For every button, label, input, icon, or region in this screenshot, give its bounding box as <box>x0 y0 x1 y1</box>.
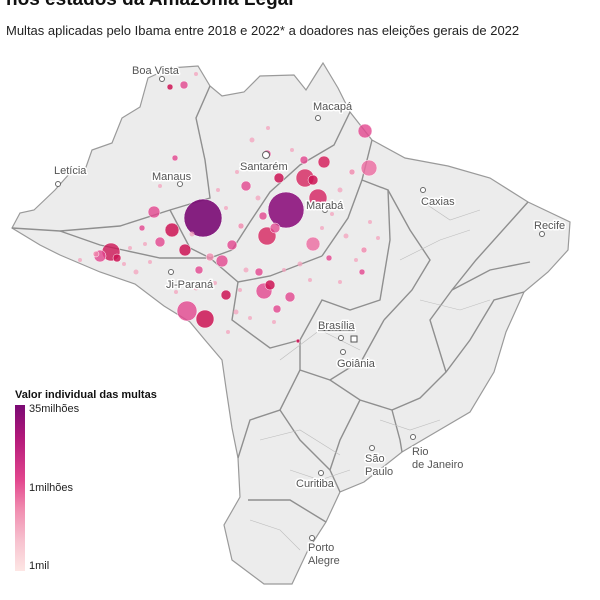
city-label-brasilia: Brasília <box>318 320 356 332</box>
fine-bubble <box>179 244 191 256</box>
fine-bubble <box>318 156 330 168</box>
city-label-porto-alegre: Porto Alegre <box>308 542 340 567</box>
city-label-curitiba: Curitiba <box>296 478 335 490</box>
city-label-manaus: Manaus <box>152 171 192 183</box>
fine-bubble <box>195 266 203 274</box>
fine-bubble <box>227 240 237 250</box>
legend-title: Valor individual das multas <box>15 389 157 401</box>
legend-min-label: 1mil <box>29 560 49 572</box>
fine-bubble <box>184 199 222 237</box>
city-label-santarem: Santarém <box>240 161 288 173</box>
city-label-leticia: Letícia <box>54 165 87 177</box>
legend-max-label: 35milhões <box>29 403 79 415</box>
fine-bubble <box>296 339 300 343</box>
fine-bubble <box>255 268 263 276</box>
fine-bubble <box>265 280 275 290</box>
fine-bubble <box>361 160 377 176</box>
city-label-maraba: Marabá <box>306 200 344 212</box>
fine-bubble <box>361 247 367 253</box>
fine-bubble <box>139 225 145 231</box>
fine-bubble <box>165 223 179 237</box>
city-label-boa-vista: Boa Vista <box>132 65 180 77</box>
fine-bubble <box>285 292 295 302</box>
brazil-outline <box>12 63 570 584</box>
city-label-caxias: Caxias <box>421 196 455 208</box>
legend-mid-label: 1milhões <box>29 482 73 494</box>
fine-bubble <box>206 253 214 261</box>
fine-bubble <box>306 237 320 251</box>
fine-bubble <box>274 173 284 183</box>
fine-bubble <box>308 175 318 185</box>
fine-bubble <box>148 206 160 218</box>
city-label-recife: Recife <box>534 220 565 232</box>
fine-bubble <box>167 84 173 90</box>
fine-bubble <box>238 223 244 229</box>
fine-bubble <box>172 155 178 161</box>
city-label-macapa: Macapá <box>313 101 353 113</box>
fine-bubble <box>326 255 332 261</box>
fine-bubble <box>268 192 304 228</box>
city-label-ji-parana: Ji-Paraná <box>166 279 214 291</box>
fine-bubble <box>241 181 251 191</box>
fine-bubble <box>273 305 281 313</box>
fine-bubble <box>359 269 365 275</box>
fine-bubble <box>196 310 214 328</box>
fine-bubble <box>93 251 99 257</box>
fine-bubble <box>216 255 228 267</box>
fine-bubble <box>155 237 165 247</box>
fine-bubble <box>177 301 197 321</box>
fine-bubble <box>349 169 355 175</box>
fine-bubble <box>358 124 372 138</box>
city-label-rio-de-janeiro: Rio de Janeiro <box>412 446 463 471</box>
city-label-goiania: Goiânia <box>337 358 376 370</box>
fine-bubble <box>300 156 308 164</box>
capital-marker <box>351 336 357 342</box>
fine-bubble <box>180 81 188 89</box>
legend-color-scale <box>15 405 25 571</box>
fine-bubble <box>113 254 121 262</box>
fine-bubble <box>259 212 267 220</box>
fine-bubble <box>221 290 231 300</box>
fine-bubble <box>270 223 280 233</box>
